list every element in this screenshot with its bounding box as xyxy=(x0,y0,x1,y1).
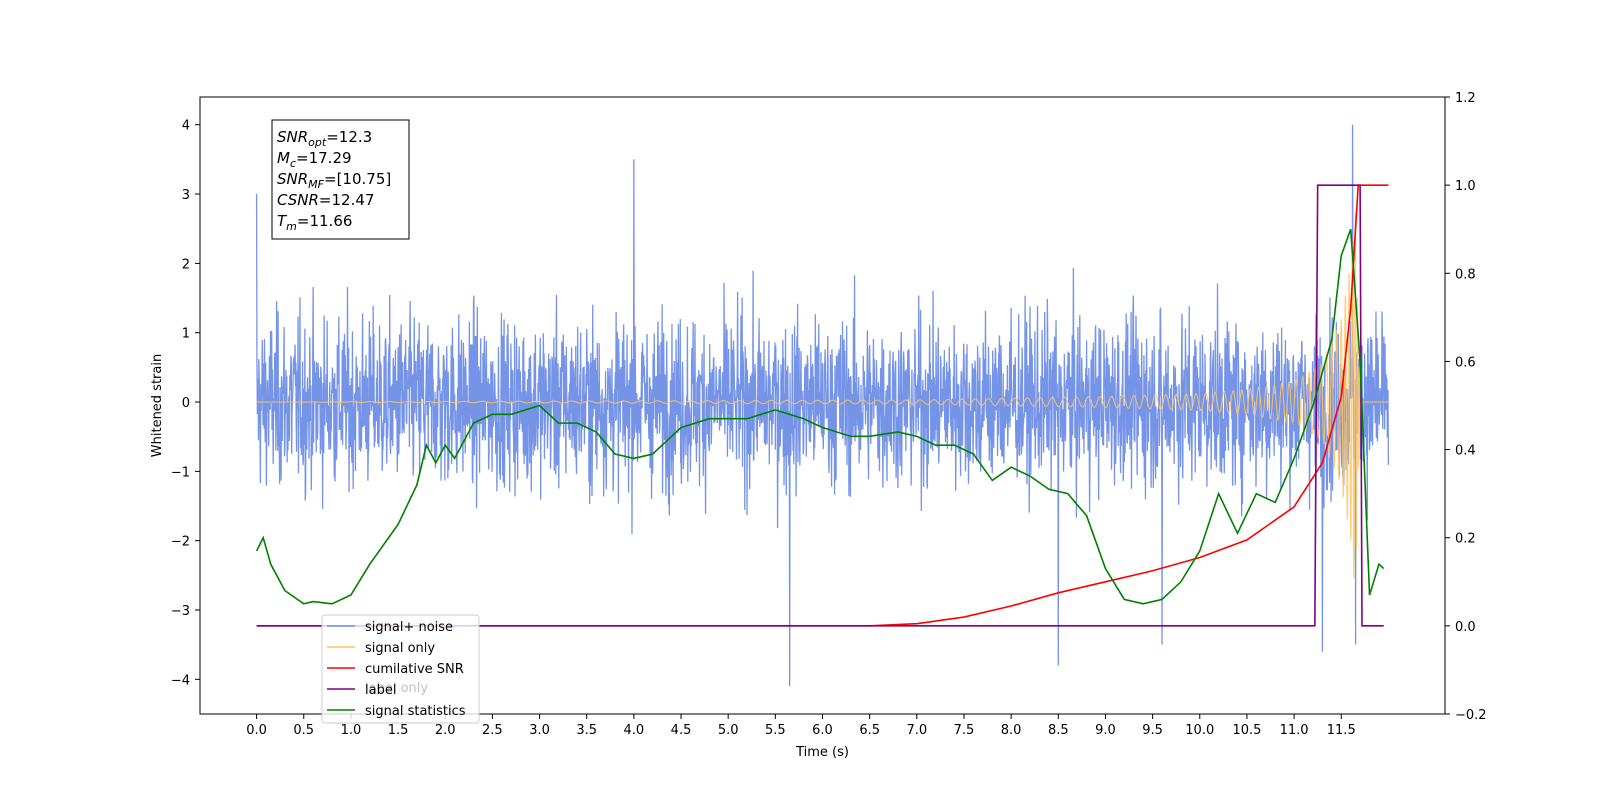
x-tick-label: 10.5 xyxy=(1232,723,1261,738)
y-tick-label: 3 xyxy=(182,188,190,203)
series-line-signal-only xyxy=(256,210,1389,579)
series-line-label xyxy=(256,184,1384,627)
x-tick-label: 7.0 xyxy=(906,723,927,738)
x-tick-label: 7.5 xyxy=(954,723,975,738)
x-tick-label: 1.0 xyxy=(341,723,362,738)
x-tick-label: 0.5 xyxy=(293,723,314,738)
x-tick-label: 9.5 xyxy=(1142,723,1163,738)
x-tick-label: 8.0 xyxy=(1001,723,1022,738)
legend-ghost-text: label only xyxy=(365,681,428,696)
y2-tick-label: 0.8 xyxy=(1455,267,1476,282)
x-tick-label: 5.0 xyxy=(718,723,739,738)
legend-box xyxy=(321,614,480,724)
y2-tick-label: 1.0 xyxy=(1455,179,1476,194)
x-tick-label: 4.5 xyxy=(671,723,692,738)
annotation-box: SNRopt=12.3Mc=17.29SNRMF=[10.75]CSNR=12.… xyxy=(271,119,410,240)
x-tick-label: 2.5 xyxy=(482,723,503,738)
x-axis-label: Time (s) xyxy=(795,745,849,760)
series-line-signal-noise xyxy=(255,124,1390,687)
y-tick-label: 1 xyxy=(182,327,190,342)
annotation-line: Mc=17.29 xyxy=(277,149,352,170)
legend-entry: signal only xyxy=(365,641,435,656)
annotation-line: SNRMF=[10.75] xyxy=(277,170,391,191)
y2-tick-label: −0.2 xyxy=(1455,708,1487,723)
annotation-line: SNRopt=12.3 xyxy=(277,128,372,149)
x-tick-label: 5.5 xyxy=(765,723,786,738)
y-tick-label: −3 xyxy=(171,604,190,619)
annotation-line: Tm=11.66 xyxy=(277,212,352,233)
y-tick-label: −2 xyxy=(171,535,190,550)
plot-area xyxy=(255,124,1390,687)
y-tick-label: 0 xyxy=(182,396,190,411)
y2-tick-label: 0.4 xyxy=(1455,444,1476,459)
y-axis-label: Whitened strain xyxy=(150,354,165,457)
x-tick-label: 9.0 xyxy=(1095,723,1116,738)
y-tick-label: 2 xyxy=(182,257,190,272)
x-tick-label: 0.0 xyxy=(246,723,267,738)
y2-tick-label: 0.6 xyxy=(1455,355,1476,370)
legend-entry: label xyxy=(365,683,396,698)
x-tick-label: 10.0 xyxy=(1185,723,1214,738)
x-tick-label: 6.5 xyxy=(859,723,880,738)
y-tick-label: 4 xyxy=(182,119,190,134)
x-tick-label: 1.5 xyxy=(388,723,409,738)
x-tick-label: 3.5 xyxy=(576,723,597,738)
y2-tick-label: 0.0 xyxy=(1455,620,1476,635)
legend: label only signal+ noise signal only cumila… xyxy=(321,614,480,724)
legend-entry: signal statistics xyxy=(365,704,466,719)
legend-entry: cumilative SNR xyxy=(365,662,464,677)
x-tick-label: 8.5 xyxy=(1048,723,1069,738)
axes: 0.0 0.5 1.0 1.5 2.0 2.5 3.0 3.5 4.0 4.5 5.0 5.5 6.0 6… xyxy=(171,91,1487,738)
y-tick-label: −1 xyxy=(171,465,190,480)
y-tick-label: −4 xyxy=(171,673,190,688)
x-tick-label: 2.0 xyxy=(435,723,456,738)
x-tick-label: 11.0 xyxy=(1280,723,1309,738)
x-tick-label: 11.5 xyxy=(1327,723,1356,738)
x-tick-label: 6.0 xyxy=(812,723,833,738)
series-line-signal-statistics xyxy=(255,228,1385,605)
legend-entry: signal+ noise xyxy=(365,620,453,635)
annotation-frame xyxy=(271,119,410,240)
annotation-line: CSNR=12.47 xyxy=(277,191,374,209)
y2-tick-label: 1.2 xyxy=(1455,91,1476,106)
x-tick-label: 4.0 xyxy=(624,723,645,738)
y2-tick-label: 0.2 xyxy=(1455,532,1476,547)
x-tick-label: 3.0 xyxy=(529,723,550,738)
